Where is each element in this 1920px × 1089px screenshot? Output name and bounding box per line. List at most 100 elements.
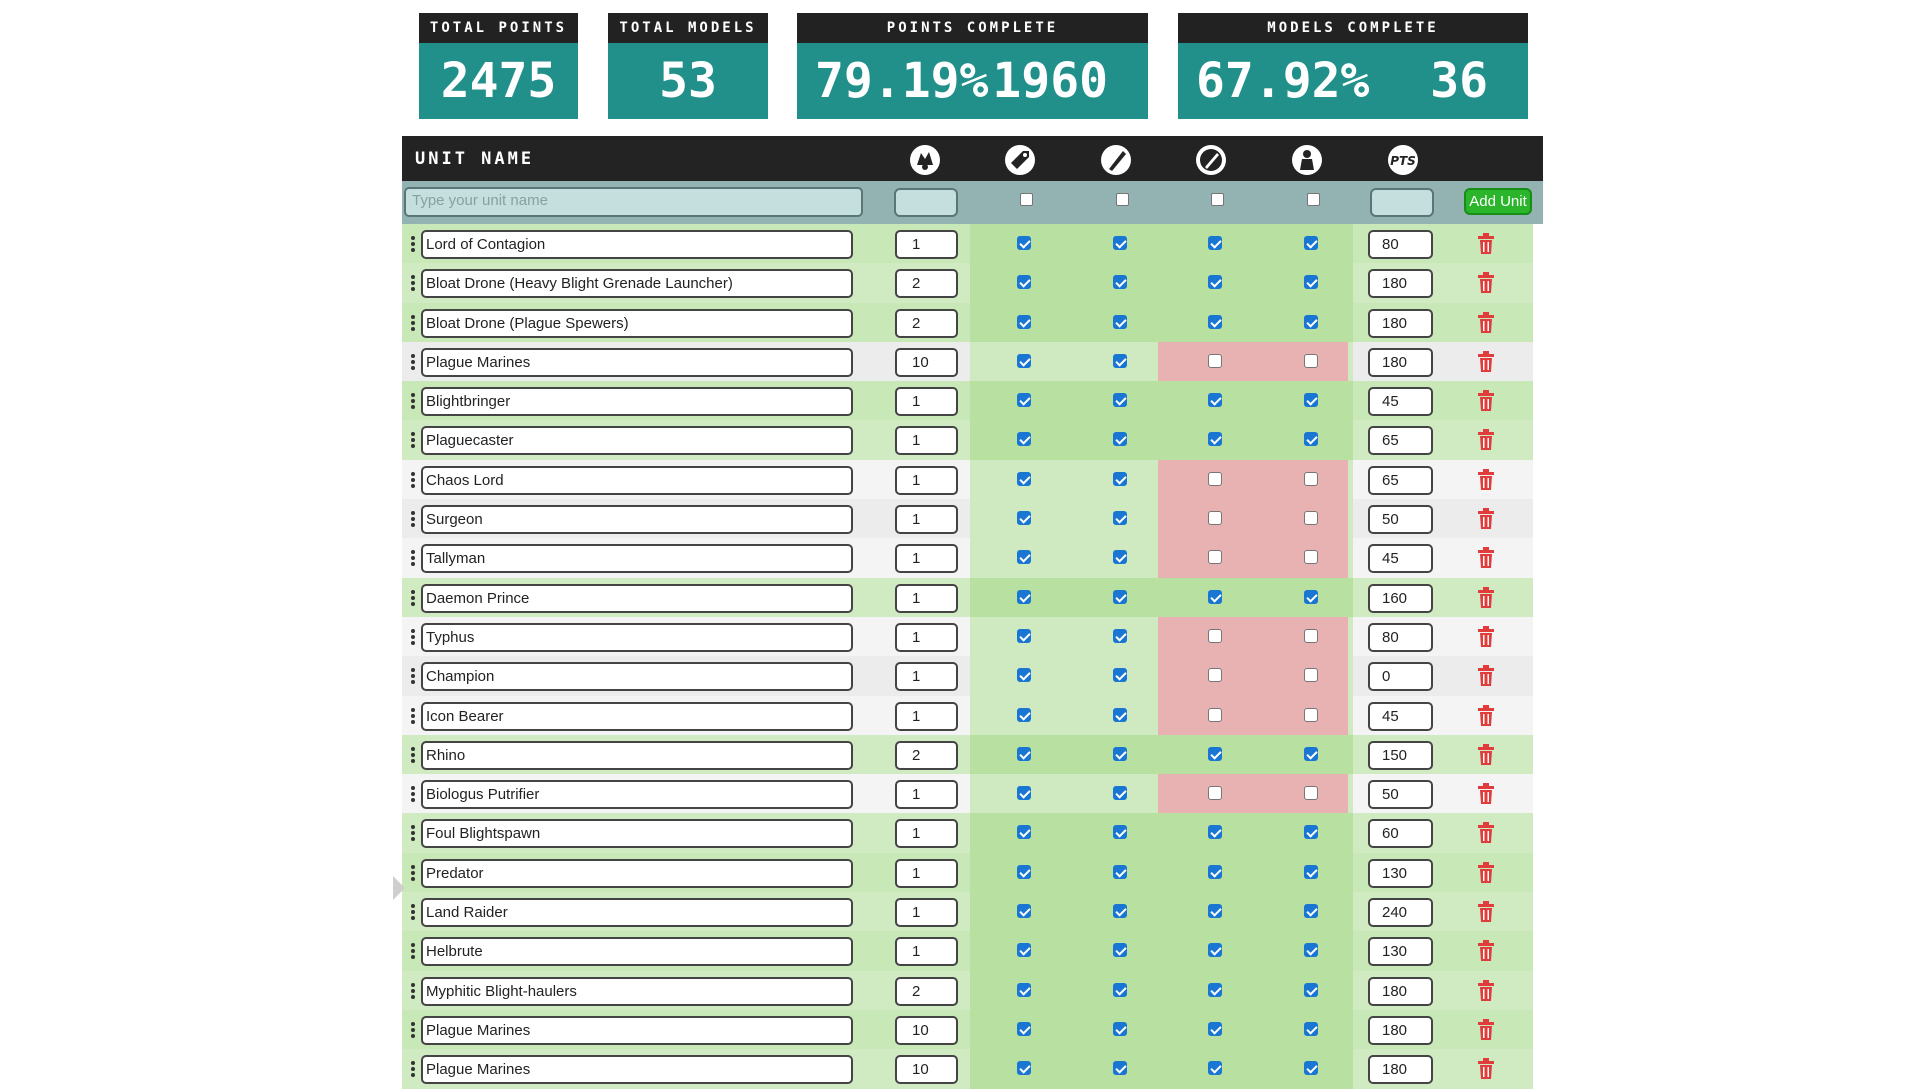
drag-handle-icon[interactable] — [411, 393, 415, 410]
points-field[interactable]: 160 — [1368, 583, 1433, 613]
unit-name-field[interactable]: Plaguecaster — [421, 426, 853, 456]
built-checkbox[interactable] — [1017, 786, 1031, 801]
points-field[interactable]: 0 — [1368, 662, 1433, 692]
drag-handle-icon[interactable] — [411, 786, 415, 803]
painted-checkbox[interactable] — [1208, 943, 1222, 958]
primed-checkbox[interactable] — [1113, 589, 1127, 604]
trash-icon[interactable] — [1477, 586, 1495, 609]
primed-checkbox[interactable] — [1113, 1021, 1127, 1036]
built-checkbox[interactable] — [1017, 668, 1031, 683]
drag-handle-icon[interactable] — [411, 550, 415, 567]
based-checkbox[interactable] — [1304, 707, 1318, 722]
models-count-field[interactable]: 10 — [895, 1015, 958, 1045]
points-field[interactable]: 80 — [1368, 230, 1433, 259]
models-count-field[interactable]: 1 — [895, 583, 958, 613]
points-field[interactable]: 180 — [1368, 976, 1433, 1006]
unit-name-field[interactable]: Plague Marines — [421, 347, 853, 377]
points-field[interactable]: 180 — [1368, 1015, 1433, 1045]
drag-handle-icon[interactable] — [411, 236, 415, 252]
painted-checkbox[interactable] — [1208, 393, 1222, 408]
models-count-field[interactable]: 1 — [895, 898, 958, 928]
painted-checkbox[interactable] — [1208, 707, 1222, 722]
built-checkbox[interactable] — [1017, 314, 1031, 329]
based-checkbox[interactable] — [1304, 511, 1318, 526]
points-field[interactable]: 180 — [1368, 347, 1433, 377]
primed-checkbox[interactable] — [1113, 746, 1127, 761]
models-count-field[interactable]: 1 — [895, 937, 958, 967]
painted-checkbox[interactable] — [1208, 432, 1222, 447]
trash-icon[interactable] — [1477, 311, 1495, 334]
drag-handle-icon[interactable] — [411, 1021, 415, 1038]
points-field[interactable]: 45 — [1368, 701, 1433, 731]
points-field[interactable]: 45 — [1368, 387, 1433, 417]
unit-name-field[interactable]: Land Raider — [421, 898, 853, 928]
new-unit-based-checkbox[interactable] — [1307, 193, 1320, 206]
based-checkbox[interactable] — [1304, 628, 1318, 643]
models-count-field[interactable]: 2 — [895, 740, 958, 770]
points-field[interactable]: 45 — [1368, 544, 1433, 574]
unit-name-field[interactable]: Lord of Contagion — [421, 230, 853, 259]
built-checkbox[interactable] — [1017, 550, 1031, 565]
painted-checkbox[interactable] — [1208, 825, 1222, 840]
drag-handle-icon[interactable] — [411, 471, 415, 488]
unit-name-field[interactable]: Typhus — [421, 622, 853, 652]
unit-name-field[interactable]: Biologus Putrifier — [421, 780, 853, 810]
built-checkbox[interactable] — [1017, 982, 1031, 997]
trash-icon[interactable] — [1477, 508, 1495, 530]
primed-checkbox[interactable] — [1113, 825, 1127, 840]
built-checkbox[interactable] — [1017, 393, 1031, 408]
points-field[interactable]: 150 — [1368, 740, 1433, 770]
built-checkbox[interactable] — [1017, 628, 1031, 643]
unit-name-field[interactable]: Helbrute — [421, 937, 853, 967]
trash-icon[interactable] — [1477, 704, 1495, 727]
primed-checkbox[interactable] — [1113, 314, 1127, 329]
trash-icon[interactable] — [1477, 940, 1495, 962]
based-checkbox[interactable] — [1304, 864, 1318, 879]
points-field[interactable]: 65 — [1368, 426, 1433, 456]
drag-handle-icon[interactable] — [411, 825, 415, 842]
based-checkbox[interactable] — [1304, 471, 1318, 486]
models-count-field[interactable]: 1 — [895, 819, 958, 849]
models-count-field[interactable]: 1 — [895, 544, 958, 574]
models-count-field[interactable]: 1 — [895, 465, 958, 495]
built-checkbox[interactable] — [1017, 707, 1031, 722]
unit-name-field[interactable]: Tallyman — [421, 544, 853, 574]
painted-checkbox[interactable] — [1208, 275, 1222, 290]
drag-handle-icon[interactable] — [411, 864, 415, 881]
drag-handle-icon[interactable] — [411, 707, 415, 724]
new-unit-points-input[interactable] — [1370, 188, 1434, 217]
based-checkbox[interactable] — [1304, 668, 1318, 683]
painted-checkbox[interactable] — [1208, 236, 1222, 250]
primed-checkbox[interactable] — [1113, 393, 1127, 408]
drag-handle-icon[interactable] — [411, 943, 415, 960]
unit-name-field[interactable]: Foul Blightspawn — [421, 819, 853, 849]
built-checkbox[interactable] — [1017, 236, 1031, 250]
trash-icon[interactable] — [1477, 979, 1495, 1002]
built-checkbox[interactable] — [1017, 864, 1031, 879]
primed-checkbox[interactable] — [1113, 1061, 1127, 1076]
based-checkbox[interactable] — [1304, 314, 1318, 329]
primed-checkbox[interactable] — [1113, 707, 1127, 722]
trash-icon[interactable] — [1477, 547, 1495, 569]
painted-checkbox[interactable] — [1208, 668, 1222, 683]
built-checkbox[interactable] — [1017, 511, 1031, 526]
points-field[interactable]: 130 — [1368, 937, 1433, 967]
primed-checkbox[interactable] — [1113, 432, 1127, 447]
primed-checkbox[interactable] — [1113, 668, 1127, 683]
unit-name-field[interactable]: Plague Marines — [421, 1015, 853, 1045]
unit-name-field[interactable]: Daemon Prince — [421, 583, 853, 613]
painted-checkbox[interactable] — [1208, 1021, 1222, 1036]
primed-checkbox[interactable] — [1113, 904, 1127, 919]
models-count-field[interactable]: 2 — [895, 308, 958, 338]
models-count-field[interactable]: 10 — [895, 347, 958, 377]
painted-checkbox[interactable] — [1208, 314, 1222, 329]
based-checkbox[interactable] — [1304, 1061, 1318, 1076]
trash-icon[interactable] — [1477, 743, 1495, 766]
based-checkbox[interactable] — [1304, 982, 1318, 997]
models-count-field[interactable]: 1 — [895, 387, 958, 417]
trash-icon[interactable] — [1477, 350, 1495, 373]
painted-checkbox[interactable] — [1208, 511, 1222, 526]
primed-checkbox[interactable] — [1113, 275, 1127, 290]
points-field[interactable]: 60 — [1368, 819, 1433, 849]
trash-icon[interactable] — [1477, 1018, 1495, 1041]
